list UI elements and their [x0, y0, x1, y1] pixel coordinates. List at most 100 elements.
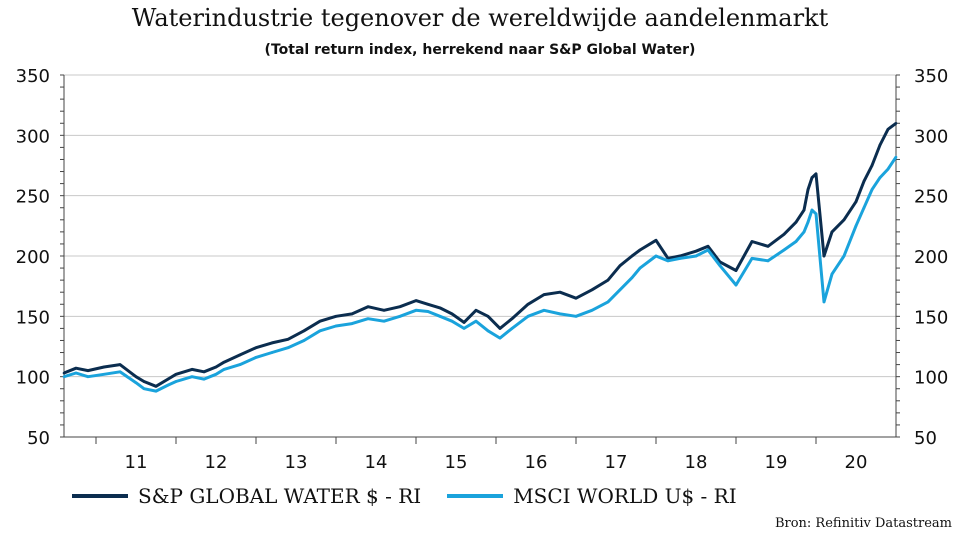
series-0-point-11: [202, 370, 206, 374]
series-1-point-23: [382, 319, 386, 323]
series-1-point-10: [190, 375, 194, 378]
series-0-point-10: [190, 368, 194, 371]
series-0-point-7: [154, 385, 158, 388]
series-0-point-35: [542, 293, 546, 296]
chart-title: Waterindustrie tegenover de wereldwijde …: [131, 4, 829, 32]
series-0-point-32: [498, 327, 502, 330]
series-1-point-36: [558, 312, 562, 316]
y-tick-left-150: 150: [16, 307, 50, 328]
series-1-point-49: [734, 283, 738, 287]
series-1-point-14: [238, 363, 242, 366]
series-0-point-47: [706, 245, 710, 248]
series-1-point-50: [750, 257, 754, 260]
series-1-point-12: [214, 372, 218, 376]
series-0-point-64: [878, 143, 882, 147]
y-tick-right-300: 300: [914, 126, 948, 147]
series-1-point-3: [102, 372, 106, 376]
series-0-point-37: [574, 296, 578, 300]
series-0-point-41: [630, 254, 634, 258]
series-1-point-25: [414, 309, 418, 312]
series-0-point-15: [254, 346, 258, 350]
x-tick-label-18: 18: [685, 452, 708, 473]
series-0-point-21: [350, 312, 354, 316]
legend-item-sp-global-water: S&P GLOBAL WATER $ - RI: [72, 484, 421, 508]
x-tick-label-20: 20: [845, 452, 868, 473]
y-tick-left-50: 50: [27, 428, 50, 449]
series-1-point-0: [62, 375, 66, 378]
series-1-point-19: [318, 329, 322, 333]
y-tick-right-250: 250: [914, 187, 948, 208]
series-1-point-55: [806, 220, 810, 224]
series-1-point-8: [166, 383, 170, 387]
chart-subtitle: (Total return index, herrekend naar S&P …: [264, 42, 696, 58]
series-line-0: [63, 122, 897, 388]
series-1-point-53: [794, 240, 798, 243]
series-0-point-18: [302, 329, 306, 333]
series-1-point-9: [174, 380, 178, 383]
series-1-point-2: [86, 375, 90, 378]
series-1-point-26: [426, 310, 430, 313]
series-1-point-33: [510, 327, 514, 330]
series-1-point-44: [666, 259, 670, 263]
series-1-point-28: [450, 319, 454, 323]
series-0-point-2: [86, 369, 90, 372]
series-0-point-26: [426, 302, 430, 306]
series-0-point-4: [118, 363, 122, 366]
series-0-point-54: [802, 208, 806, 212]
series-0-point-60: [842, 218, 846, 222]
series-1-point-18: [302, 339, 306, 342]
series-0-point-49: [734, 269, 738, 272]
series-1-point-6: [142, 387, 146, 391]
y-tick-left-350: 350: [16, 66, 50, 87]
series-1-point-62: [862, 206, 866, 210]
y-tick-left-250: 250: [16, 187, 50, 208]
series-1-point-41: [630, 276, 634, 280]
series-1-point-39: [606, 300, 610, 304]
y-tick-right-350: 350: [914, 66, 948, 87]
y-tick-left-100: 100: [16, 368, 50, 389]
series-0-point-52: [782, 232, 786, 236]
series-1-point-21: [350, 322, 354, 325]
series-0-point-65: [886, 128, 890, 131]
series-1-point-31: [486, 329, 490, 333]
series-1-point-61: [854, 224, 858, 228]
x-tick-label-13: 13: [285, 452, 308, 473]
series-1-point-20: [334, 324, 338, 328]
legend-swatch-sp-global-water: [72, 494, 128, 498]
series-1-point-58: [822, 300, 826, 304]
series-1-point-7: [154, 389, 158, 393]
series-1-point-54: [802, 230, 806, 234]
series-1-point-59: [830, 272, 834, 276]
series-0-point-33: [510, 317, 514, 321]
series-1-point-15: [254, 356, 258, 359]
series-0-point-66: [894, 121, 898, 125]
legend: S&P GLOBAL WATER $ - RI MSCI WORLD U$ - …: [72, 484, 763, 508]
series-1-point-47: [706, 248, 710, 252]
series-1-point-4: [118, 370, 122, 374]
series-0-point-20: [334, 315, 338, 318]
legend-swatch-msci-world: [447, 494, 504, 498]
series-0-point-40: [618, 264, 622, 267]
series-1-point-13: [222, 368, 226, 371]
series-0-point-56: [810, 176, 814, 179]
y-tick-right-200: 200: [914, 247, 948, 268]
x-tick-label-12: 12: [205, 452, 228, 473]
series-0-point-42: [638, 248, 642, 252]
series-1-point-38: [590, 309, 594, 312]
series-0-point-31: [486, 315, 490, 318]
series-0-point-30: [474, 309, 478, 312]
series-0-point-45: [678, 254, 682, 258]
series-1-point-65: [886, 167, 890, 171]
series-0-point-28: [450, 312, 454, 316]
series-1-point-46: [694, 254, 698, 258]
series-0-point-34: [526, 302, 530, 306]
series-1-point-35: [542, 309, 546, 312]
x-tick-label-19: 19: [765, 452, 788, 473]
series-0-point-36: [558, 290, 562, 294]
y-tick-right-150: 150: [914, 307, 948, 328]
series-0-point-50: [750, 240, 754, 243]
series-0-point-51: [766, 245, 770, 248]
series-1-point-29: [462, 327, 466, 330]
series-line-1: [63, 156, 898, 393]
